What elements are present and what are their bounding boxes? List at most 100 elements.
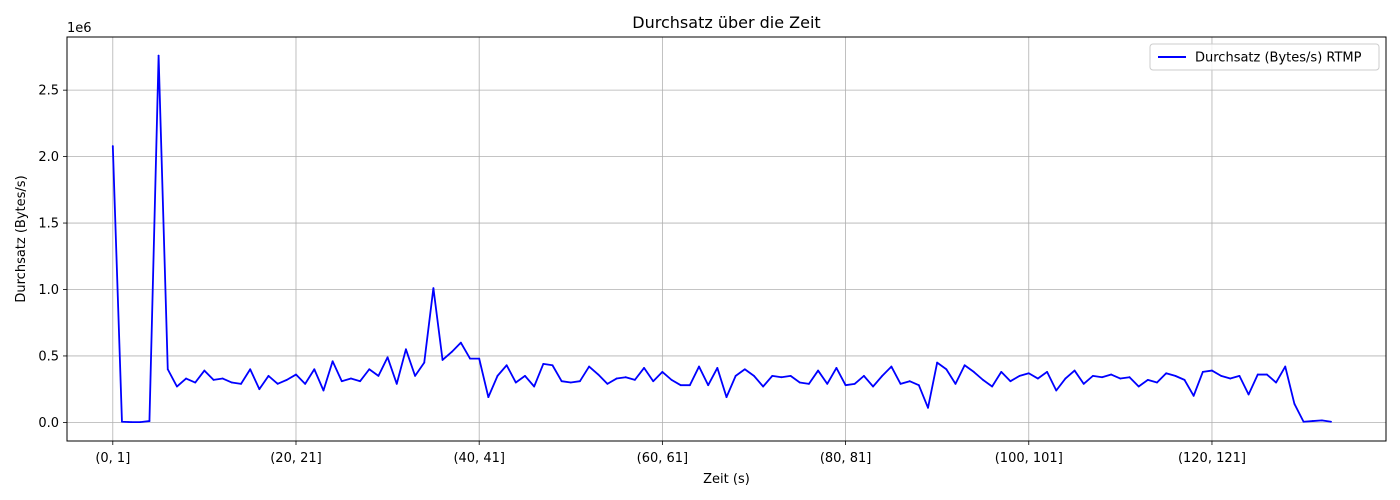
data-point xyxy=(615,377,618,380)
data-point xyxy=(1091,374,1094,377)
y-tick-label: 1.5 xyxy=(38,217,59,232)
data-point xyxy=(808,382,810,385)
data-point xyxy=(551,364,554,367)
data-point xyxy=(1009,380,1012,383)
data-point xyxy=(652,380,655,383)
data-point xyxy=(743,368,746,371)
x-tick-label: (40, 41] xyxy=(453,451,505,466)
data-point xyxy=(267,374,270,377)
grid xyxy=(67,37,1386,441)
data-point xyxy=(963,364,966,367)
data-point xyxy=(111,145,114,147)
data-point xyxy=(478,357,481,360)
data-point xyxy=(936,361,939,364)
data-point xyxy=(524,374,526,377)
data-point xyxy=(826,382,829,385)
y-scale-offset-label: 1e6 xyxy=(67,21,92,36)
data-point xyxy=(157,54,160,57)
data-point xyxy=(395,382,398,385)
y-tick-label: 0.0 xyxy=(38,416,59,431)
data-point xyxy=(450,351,453,353)
x-tick-label: (0, 1] xyxy=(95,451,130,466)
data-point xyxy=(982,378,984,381)
y-axis-ticks: 0.0 0.5 1.0 1.5 2.0 2.5 xyxy=(38,84,67,431)
data-point xyxy=(1018,374,1021,377)
data-point xyxy=(1320,419,1323,422)
data-point xyxy=(1183,378,1186,381)
data-point xyxy=(661,370,664,373)
data-point xyxy=(148,420,151,422)
y-tick-label: 2.0 xyxy=(38,150,59,165)
data-point xyxy=(1128,376,1131,379)
data-point xyxy=(606,382,609,385)
data-point xyxy=(624,376,627,379)
y-tick-label: 0.5 xyxy=(38,349,59,364)
x-tick-label: (60, 61] xyxy=(637,451,689,466)
data-point xyxy=(863,374,865,377)
data-point xyxy=(725,396,728,399)
data-point xyxy=(1211,369,1213,372)
data-point xyxy=(872,385,874,388)
data-point xyxy=(1302,420,1305,423)
data-point xyxy=(212,378,215,381)
data-point xyxy=(459,341,462,344)
data-point xyxy=(789,374,792,377)
data-point xyxy=(1311,420,1314,422)
data-point xyxy=(1119,377,1122,380)
data-point xyxy=(844,384,847,387)
data-point xyxy=(1101,376,1103,379)
data-point xyxy=(698,365,700,368)
y-axis-label: Durchsatz (Bytes/s) xyxy=(14,175,29,302)
data-point xyxy=(853,382,856,385)
data-point xyxy=(166,368,169,371)
data-point xyxy=(423,361,426,364)
data-point xyxy=(386,356,389,359)
data-point xyxy=(597,373,600,376)
data-point xyxy=(441,359,444,361)
data-point xyxy=(350,377,352,380)
data-point xyxy=(1082,382,1085,385)
legend-box xyxy=(1149,43,1380,71)
data-point xyxy=(560,380,563,383)
data-point xyxy=(1110,373,1113,376)
y-tick-label: 2.5 xyxy=(38,84,59,99)
data-point xyxy=(972,370,975,373)
data-point xyxy=(1256,373,1259,376)
data-point xyxy=(496,374,499,377)
data-point xyxy=(927,406,929,409)
data-point xyxy=(1330,420,1332,423)
data-point xyxy=(771,374,774,377)
data-point xyxy=(991,385,994,388)
data-point xyxy=(1165,372,1168,375)
data-point xyxy=(716,367,719,369)
x-tick-label: (100, 101] xyxy=(995,451,1063,466)
data-point xyxy=(203,369,206,372)
series-line xyxy=(111,54,1332,424)
data-point xyxy=(221,377,224,380)
data-point xyxy=(1046,370,1048,373)
data-point xyxy=(139,421,142,424)
data-point xyxy=(798,381,801,384)
data-point xyxy=(1174,374,1177,377)
data-point xyxy=(762,385,765,388)
data-point xyxy=(542,363,545,365)
data-point xyxy=(1037,377,1039,380)
data-point xyxy=(276,382,279,385)
data-point xyxy=(954,382,957,385)
data-point xyxy=(734,374,737,377)
legend: Durchsatz (Bytes/s) RTMP xyxy=(1149,43,1380,71)
data-point xyxy=(176,385,178,388)
data-point xyxy=(230,381,233,384)
data-point xyxy=(505,364,508,367)
x-axis-ticks: (0, 1] (20, 21] (40, 41] (60, 61] (80, 81] (1… xyxy=(95,441,1246,466)
data-point xyxy=(1055,389,1058,392)
data-point xyxy=(688,384,691,387)
data-point xyxy=(643,367,645,369)
data-point xyxy=(579,380,581,383)
legend-series-label: Durchsatz (Bytes/s) RTMP xyxy=(1195,51,1362,66)
data-point xyxy=(1156,381,1158,384)
data-point xyxy=(1146,378,1149,381)
data-point xyxy=(1073,369,1076,372)
